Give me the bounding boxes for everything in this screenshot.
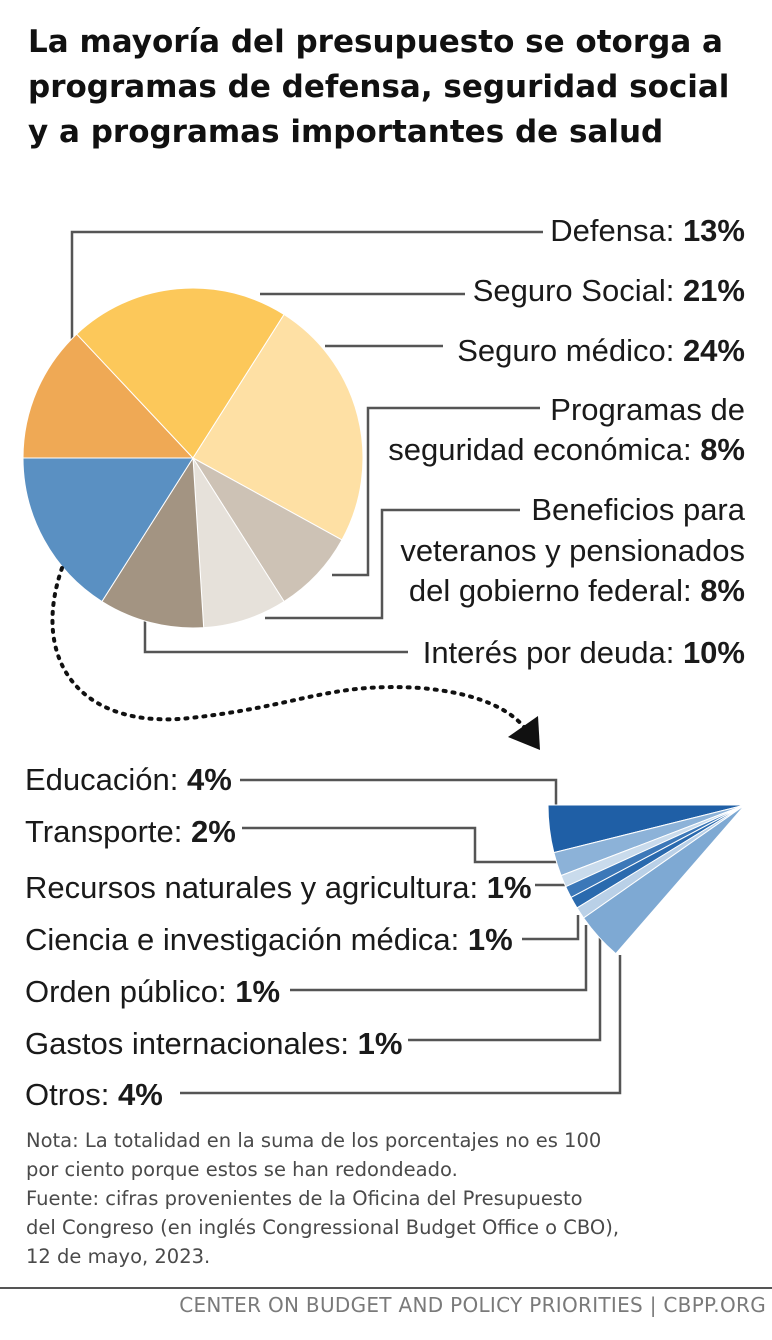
arrow-head — [508, 716, 540, 750]
slice-label: Interés por deuda: 10% — [423, 635, 745, 670]
slice-value: 2% — [191, 814, 236, 849]
footer-credit: CENTER ON BUDGET AND POLICY PRIORITIES |… — [179, 1293, 766, 1317]
slice-label: Gastos internacionales: 1% — [25, 1026, 402, 1061]
leader-line — [242, 826, 560, 864]
slice-label: Beneficios para — [531, 492, 745, 527]
slice-label: Ciencia e investigación médica: 1% — [25, 922, 513, 957]
slice-value: 4% — [187, 762, 232, 797]
slice-value: 10% — [674, 635, 745, 670]
slice-value: 8% — [692, 432, 745, 467]
footer-divider — [0, 1287, 772, 1289]
budget-pie-charts: Defensa: 13% Seguro Social: 21% Seguro méd… — [22, 213, 746, 1112]
leader-line — [70, 230, 543, 340]
slice-value: 1% — [235, 974, 280, 1009]
slice-label: Defensa: 13% — [550, 213, 745, 248]
slice-value: 1% — [468, 922, 513, 957]
leader-line — [332, 406, 540, 577]
note-line: 12 de mayo, 2023. — [26, 1245, 211, 1268]
slice-label: del gobierno federal: 8% — [409, 573, 745, 608]
leader-line — [180, 955, 622, 1095]
leader-line — [240, 778, 558, 820]
leader-line — [265, 508, 520, 620]
slice-value: 8% — [692, 573, 745, 608]
leader-line — [408, 935, 602, 1042]
note-line: del Congreso (en inglés Congressional Bu… — [26, 1216, 620, 1239]
slice-value: 21% — [674, 273, 745, 308]
pie-slice — [22, 457, 194, 603]
slice-value: 1% — [487, 870, 532, 905]
slice-label: Otros: 4% — [25, 1077, 163, 1112]
slice-value: 24% — [674, 333, 745, 368]
slice-label: Educación: 4% — [25, 762, 232, 797]
pie-slice — [22, 333, 195, 459]
slice-label: Seguro Social: 21% — [473, 273, 745, 308]
slice-label: Orden público: 1% — [25, 974, 280, 1009]
fan-slice — [582, 804, 746, 955]
slice-label: Recursos naturales y agricultura: 1% — [25, 870, 532, 905]
pie-slice — [192, 313, 364, 541]
chart-title: La mayoría del presupuesto se otorga a p… — [28, 20, 758, 155]
pie-slice — [101, 456, 205, 629]
note-line: Fuente: cifras provenientes de la Oficin… — [26, 1187, 583, 1210]
source-note: Nota: La totalidad en la suma de los por… — [26, 1126, 766, 1271]
leader-line — [143, 610, 408, 654]
slice-label: seguridad económica: 8% — [388, 432, 745, 467]
leader-line — [290, 925, 588, 992]
dotted-arrow — [50, 566, 527, 730]
slice-value: 1% — [358, 1026, 403, 1061]
title-line: y a programas importantes de salud — [28, 114, 664, 150]
pie-slice — [75, 287, 285, 459]
slice-value: 4% — [118, 1077, 163, 1112]
slice-label: veteranos y pensionados — [400, 533, 745, 568]
leader-line — [522, 915, 580, 941]
note-line: por ciento porque estos se han redondead… — [26, 1158, 458, 1181]
slice-label: Programas de — [550, 392, 745, 427]
title-line: La mayoría del presupuesto se otorga a — [28, 24, 723, 60]
title-line: programas de defensa, seguridad social — [28, 69, 730, 105]
slice-label: Transporte: 2% — [25, 814, 236, 849]
note-line: Nota: La totalidad en la suma de los por… — [26, 1129, 602, 1152]
slice-value: 13% — [674, 213, 745, 248]
slice-label: Seguro médico: 24% — [457, 333, 745, 368]
